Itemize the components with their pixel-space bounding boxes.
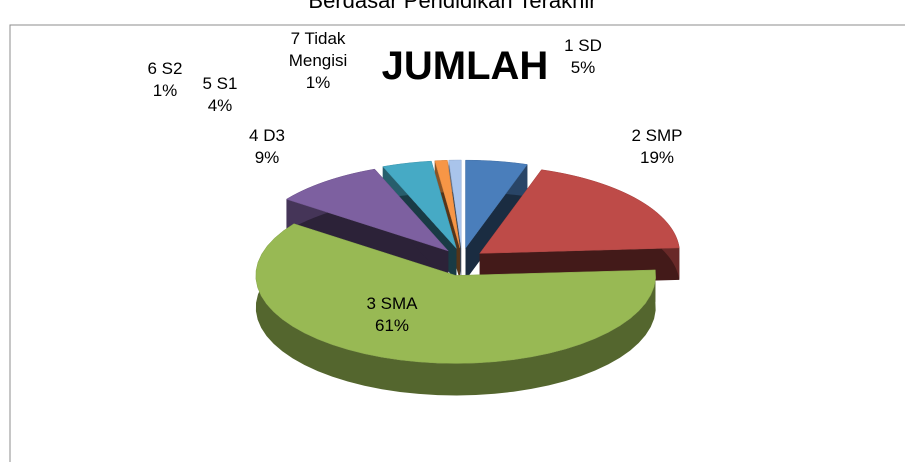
category-label: 3 SMA — [366, 294, 418, 313]
data-label: 1 SD 5% — [528, 35, 638, 79]
data-label: 5 S1 4% — [165, 73, 275, 117]
slice-side — [255, 223, 656, 396]
value-label: 1% — [152, 81, 178, 100]
chart-title: Berdasar Pendidikan Terakhir — [308, 0, 597, 13]
slice — [434, 159, 461, 249]
value-label: 19% — [639, 148, 675, 167]
slice — [465, 159, 528, 249]
slice — [382, 160, 457, 249]
data-label: 7 Tidak Mengisi 1% — [273, 28, 363, 94]
slice — [479, 169, 680, 254]
slice — [285, 168, 450, 252]
value-label: 9% — [254, 148, 280, 167]
data-label: 3 SMA 61% — [337, 293, 447, 337]
value-label: 1% — [305, 73, 331, 92]
category-label: 2 SMP — [631, 126, 683, 145]
value-label: 5% — [570, 58, 596, 77]
value-label: 61% — [374, 316, 410, 335]
data-label: 2 SMP 19% — [602, 125, 712, 169]
category-label: 5 S1 — [202, 74, 238, 93]
category-label: 7 Tidak Mengisi — [288, 29, 348, 70]
chart-frame — [9, 24, 905, 462]
slice — [448, 159, 462, 249]
data-label: 4 D3 9% — [212, 125, 322, 169]
value-label: 4% — [207, 96, 233, 115]
slice — [255, 223, 656, 364]
chart-subtitle: JUMLAH — [381, 44, 549, 88]
data-label: 6 S2 1% — [110, 58, 220, 102]
category-label: 1 SD — [564, 36, 602, 55]
category-label: 6 S2 — [147, 59, 183, 78]
category-label: 4 D3 — [249, 126, 285, 145]
